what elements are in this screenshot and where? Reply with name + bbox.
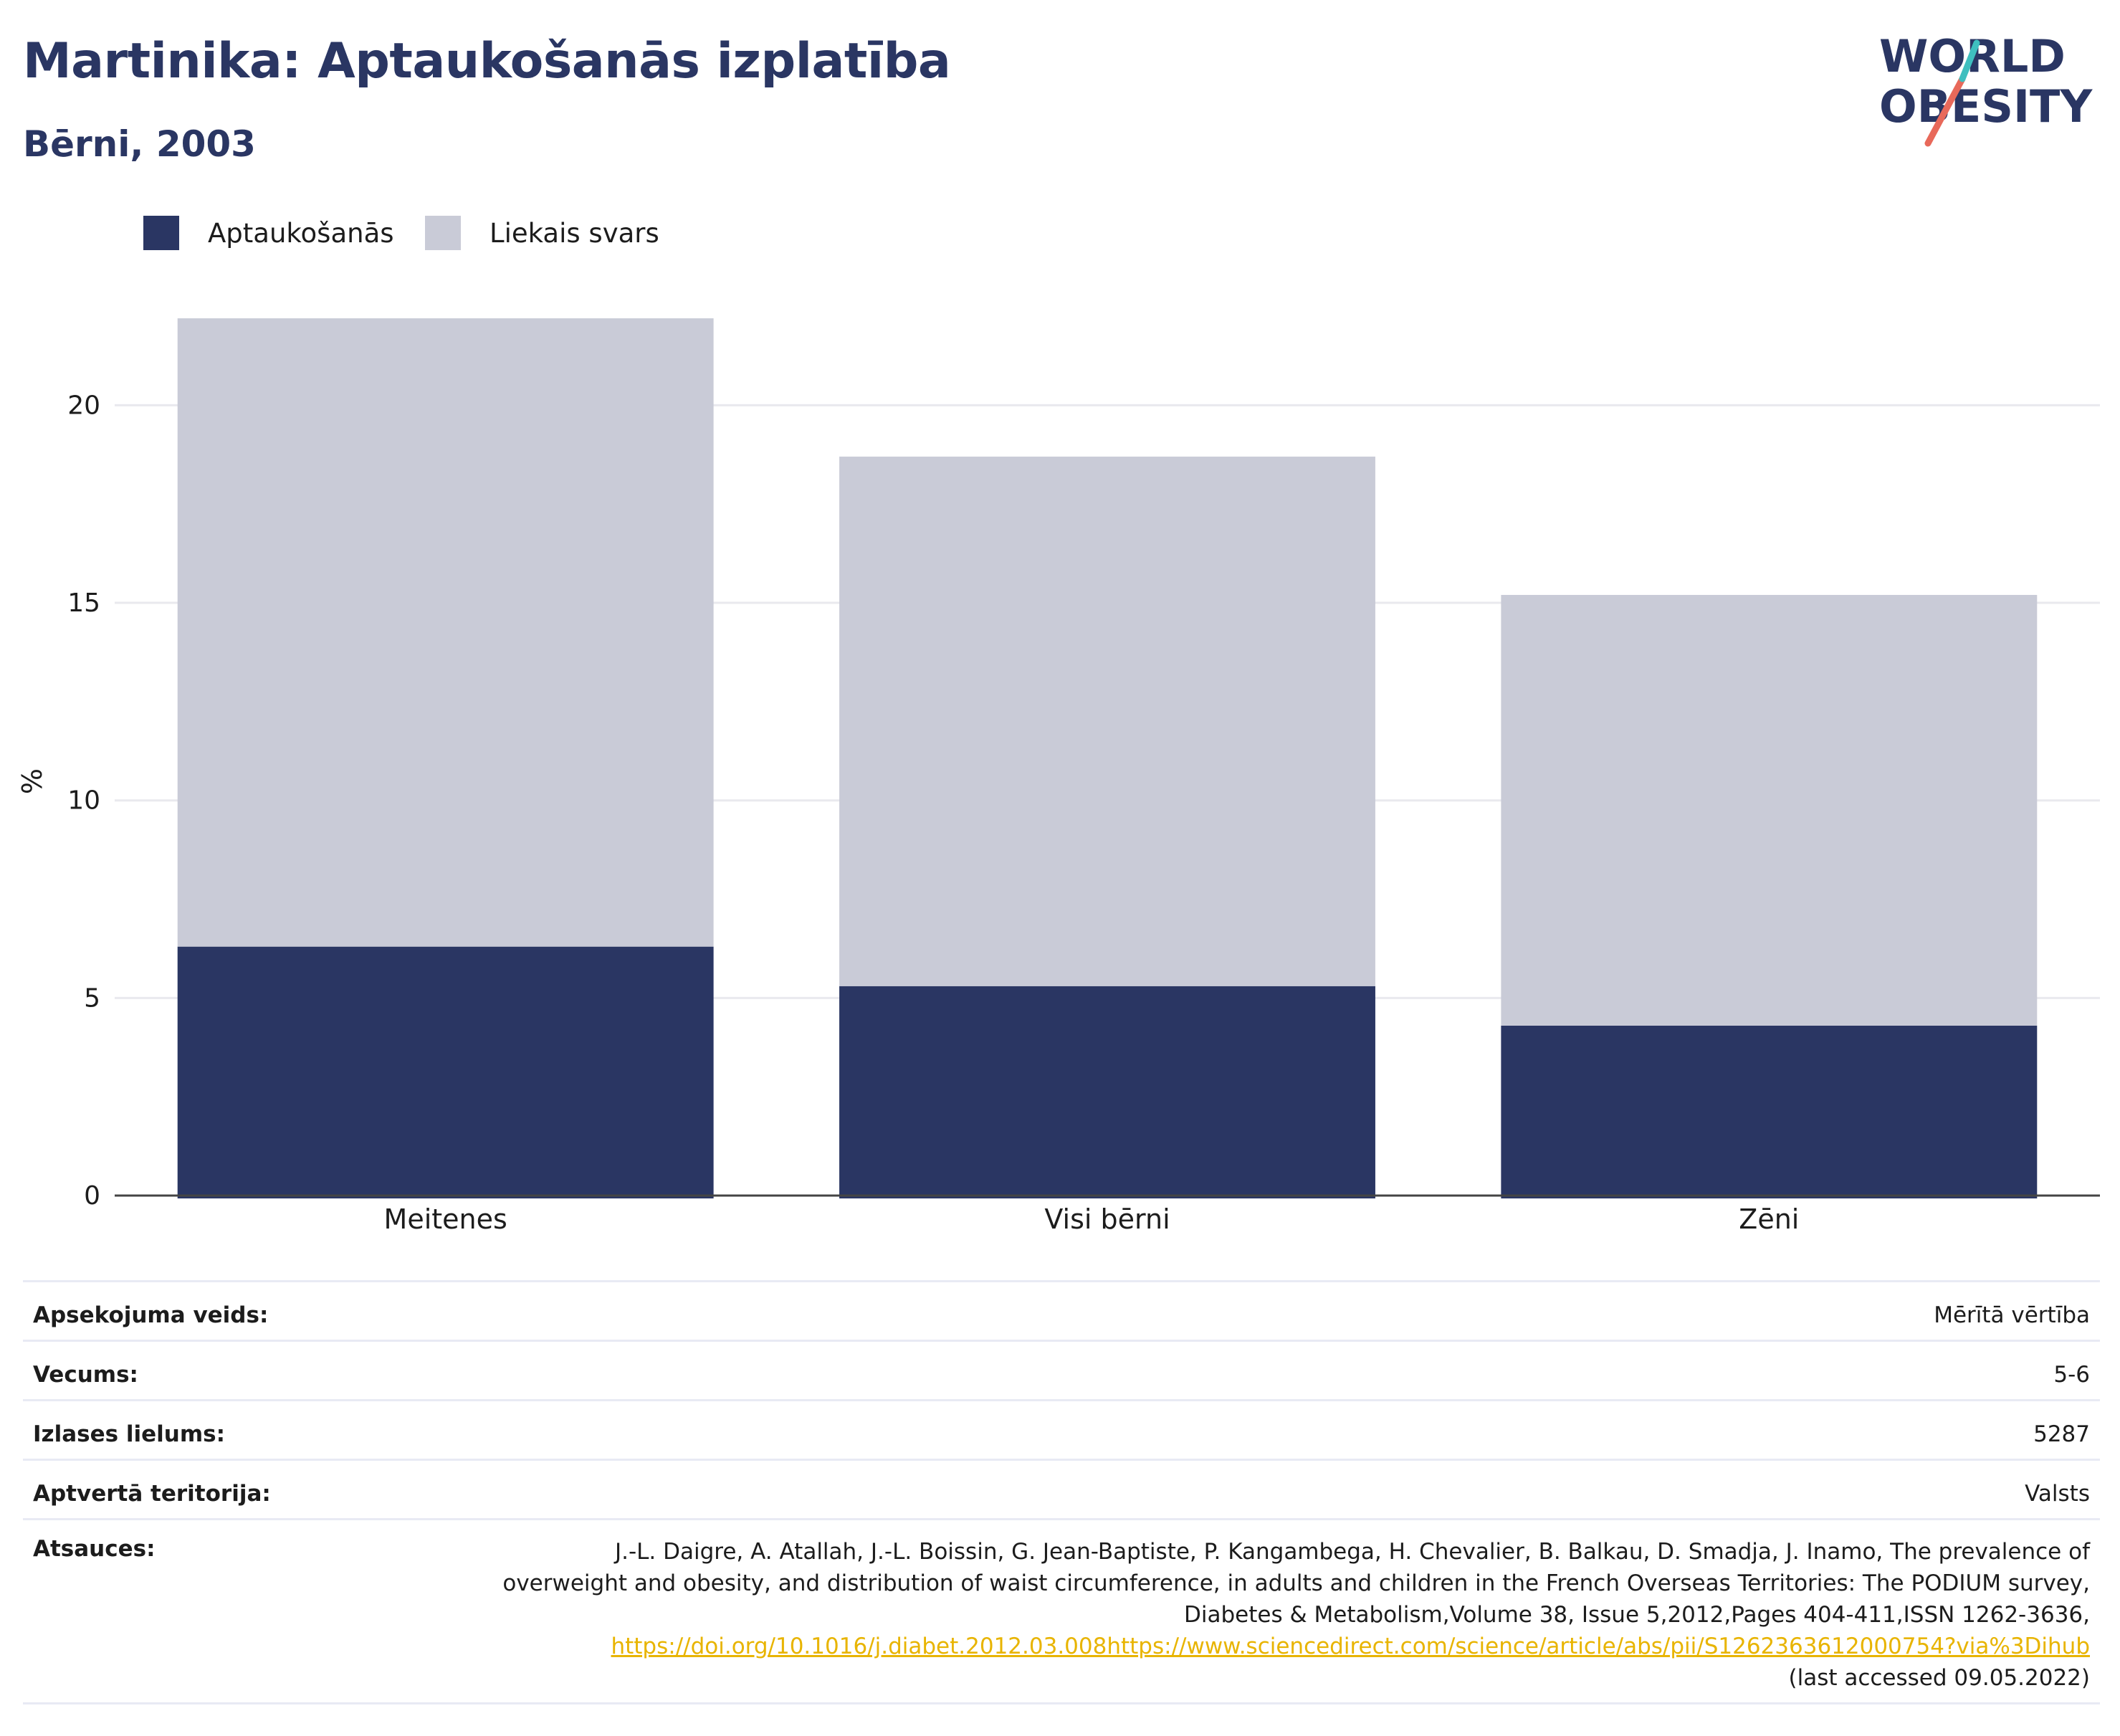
info-key: Atsauces: [33, 1536, 156, 1562]
bar-obesity [177, 946, 714, 1198]
info-row-area: Aptvertā teritorija: Valsts [23, 1459, 2100, 1518]
world-obesity-logo: WORLD OBESITY [1879, 30, 2093, 147]
info-value: 5287 [2033, 1421, 2090, 1447]
legend-swatch-obesity [143, 216, 179, 250]
y-axis-label: % [16, 768, 48, 794]
legend-item-obesity: Aptaukošanās [143, 215, 394, 251]
legend-item-overweight: Liekais svars [425, 215, 659, 251]
legend-label-overweight: Liekais svars [490, 217, 659, 249]
logo-line2: OBESITY [1879, 80, 2093, 133]
y-tick-label: 20 [67, 391, 100, 420]
info-key: Vecums: [33, 1362, 138, 1388]
page-title: Martinika: Aptaukošanās izplatība [23, 33, 951, 90]
references-text-block: J.-L. Daigre, A. Atallah, J.-L. Boissin,… [484, 1536, 2090, 1694]
info-value: Valsts [2025, 1481, 2090, 1507]
info-table: Apsekojuma veids: Mērītā vērtība Vecums:… [23, 1280, 2100, 1704]
info-row-age: Vecums: 5-6 [23, 1340, 2100, 1399]
bar-overweight [1501, 595, 2038, 1026]
y-tick-label: 0 [84, 1181, 100, 1211]
bar-obesity [839, 986, 1375, 1198]
references-accessed: (last accessed 09.05.2022) [1788, 1665, 2090, 1691]
bar-chart: 0 5 10 15 20% Meitenes Visi bērni Zēni [16, 318, 2100, 1235]
info-key: Izlases lielums: [33, 1421, 225, 1447]
info-value: Mērītā vērtība [1934, 1302, 2090, 1328]
bar-overweight [177, 318, 714, 947]
y-tick-label: 5 [84, 983, 100, 1013]
x-tick-label: Zēni [1739, 1203, 1799, 1235]
bar-overweight [839, 457, 1375, 986]
page-subtitle: Bērni, 2003 [23, 123, 256, 165]
info-row-survey-type: Apsekojuma veids: Mērītā vērtība [23, 1280, 2100, 1340]
x-tick-label: Visi bērni [1044, 1203, 1170, 1235]
legend-label-obesity: Aptaukošanās [208, 217, 394, 249]
y-tick-label: 10 [67, 786, 100, 816]
info-key: Aptvertā teritorija: [33, 1481, 271, 1507]
legend-swatch-overweight [425, 216, 461, 250]
info-row-sample-size: Izlases lielums: 5287 [23, 1399, 2100, 1459]
info-key: Apsekojuma veids: [33, 1302, 269, 1328]
bar-obesity [1501, 1025, 2038, 1198]
y-tick-label: 15 [67, 588, 100, 618]
reference-link[interactable]: https://doi.org/10.1016/j.diabet.2012.03… [611, 1634, 2090, 1659]
info-row-references: Atsauces: J.-L. Daigre, A. Atallah, J.-L… [23, 1518, 2100, 1704]
x-tick-label: Meitenes [384, 1203, 507, 1235]
info-value: 5-6 [2053, 1362, 2090, 1388]
references-text: J.-L. Daigre, A. Atallah, J.-L. Boissin,… [502, 1539, 2090, 1628]
